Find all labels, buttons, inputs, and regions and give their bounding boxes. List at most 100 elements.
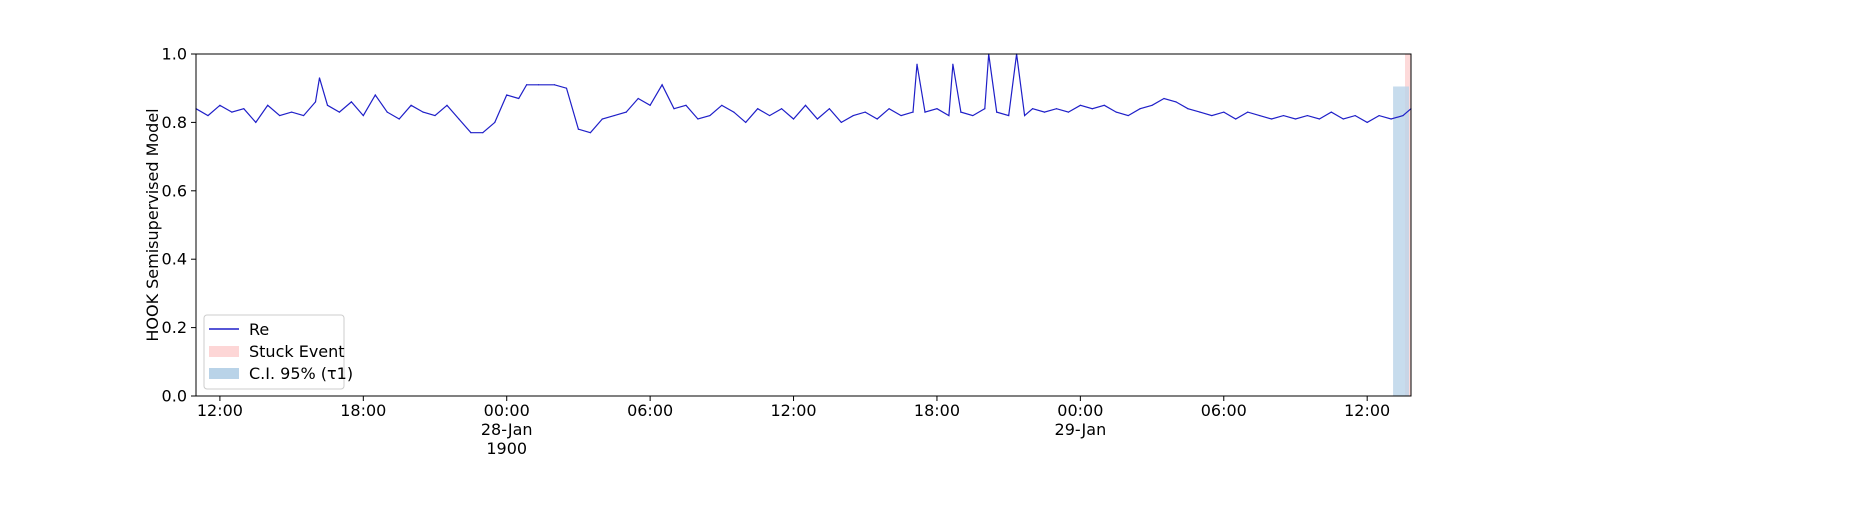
x-tick-year-label: 1900 — [486, 439, 527, 458]
y-tick-label: 0.2 — [162, 318, 187, 337]
data-point — [936, 108, 938, 110]
data-point — [685, 104, 687, 106]
data-point — [697, 118, 699, 120]
data-point — [1306, 114, 1309, 117]
data-point — [458, 118, 460, 120]
data-point — [318, 77, 321, 79]
data-point — [1330, 111, 1332, 113]
data-point — [661, 84, 663, 86]
x-tick-label: 12:00 — [197, 401, 243, 420]
data-point — [398, 118, 400, 120]
data-point — [494, 121, 496, 123]
x-tick-date-label: 29-Jan — [1055, 420, 1107, 439]
data-point — [709, 114, 711, 117]
data-point — [577, 128, 580, 130]
data-point — [948, 114, 950, 117]
data-point — [1139, 108, 1141, 110]
data-point — [1031, 108, 1034, 110]
data-point — [804, 104, 807, 106]
legend-patch-ci — [209, 368, 239, 379]
data-point — [1043, 111, 1046, 113]
y-tick-label: 0.8 — [162, 113, 187, 132]
data-point — [589, 132, 591, 134]
data-point — [1008, 114, 1010, 117]
data-point — [1259, 114, 1261, 117]
ci-95-band — [1393, 86, 1410, 397]
data-point — [1091, 108, 1093, 110]
data-point — [721, 104, 723, 106]
data-point — [1270, 118, 1273, 120]
data-point — [565, 87, 568, 89]
legend-label-stuck-event: Stuck Event — [249, 342, 345, 361]
data-point — [792, 118, 795, 120]
data-point — [972, 114, 974, 117]
data-point — [625, 111, 627, 113]
data-point — [279, 114, 281, 117]
data-point — [952, 63, 954, 65]
data-point — [482, 132, 484, 134]
legend-label-re: Re — [249, 320, 269, 339]
data-point — [243, 108, 245, 110]
x-tick-label: 06:00 — [627, 401, 673, 420]
data-point — [386, 111, 388, 113]
data-point — [1235, 118, 1237, 120]
data-point — [338, 111, 341, 113]
data-point — [1366, 121, 1368, 123]
data-point — [1103, 104, 1105, 106]
data-point — [434, 114, 436, 117]
data-point — [828, 108, 830, 110]
data-point — [1294, 118, 1297, 120]
y-axis-label: HOOK Semisupervised Model — [143, 108, 162, 341]
data-point — [255, 121, 257, 123]
legend: Re Stuck Event C.I. 95% (τ1) — [203, 314, 353, 390]
data-point — [840, 121, 842, 123]
x-tick-label: 12:00 — [770, 401, 816, 420]
data-point — [816, 118, 819, 120]
data-point — [231, 111, 233, 113]
data-point — [924, 111, 926, 113]
data-point — [916, 63, 918, 65]
data-point — [1199, 111, 1201, 113]
data-point — [637, 97, 639, 100]
axes-frame — [195, 53, 1412, 397]
data-point — [1354, 114, 1356, 117]
data-point — [374, 94, 376, 96]
data-point — [852, 114, 854, 117]
x-tick-label: 00:00 — [484, 401, 530, 420]
data-point — [470, 132, 472, 134]
confidence-bands — [1393, 54, 1411, 397]
data-point — [553, 84, 556, 86]
y-tick-label: 1.0 — [162, 45, 187, 64]
data-point — [1342, 118, 1344, 120]
data-point — [673, 108, 675, 110]
data-point — [1211, 114, 1213, 117]
data-point — [526, 84, 528, 86]
data-point — [1402, 114, 1404, 117]
data-point — [302, 114, 305, 117]
data-point — [207, 114, 209, 117]
data-point — [733, 111, 735, 113]
data-point — [780, 108, 783, 110]
data-point — [960, 111, 962, 113]
x-tick-label: 12:00 — [1344, 401, 1390, 420]
data-point — [888, 108, 890, 110]
data-point — [1151, 104, 1153, 106]
data-point — [314, 101, 317, 103]
data-point — [1175, 101, 1177, 103]
y-tick-label: 0.4 — [162, 250, 187, 269]
data-point — [1223, 111, 1225, 113]
y-tick-label: 0.6 — [162, 181, 187, 200]
x-tick-date-label: 28-Jan — [481, 420, 533, 439]
data-point — [362, 114, 364, 117]
data-point — [1055, 108, 1058, 110]
x-tick-label: 00:00 — [1057, 401, 1103, 420]
x-tick-label: 06:00 — [1201, 401, 1247, 420]
data-point — [518, 97, 520, 100]
data-point — [769, 114, 771, 117]
data-point — [1127, 114, 1129, 117]
x-tick-label: 18:00 — [340, 401, 386, 420]
data-point — [537, 84, 540, 86]
data-point — [1318, 118, 1320, 120]
